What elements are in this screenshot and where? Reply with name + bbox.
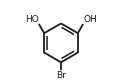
Text: HO: HO xyxy=(25,15,39,24)
Text: Br: Br xyxy=(56,71,66,80)
Text: OH: OH xyxy=(83,15,97,24)
